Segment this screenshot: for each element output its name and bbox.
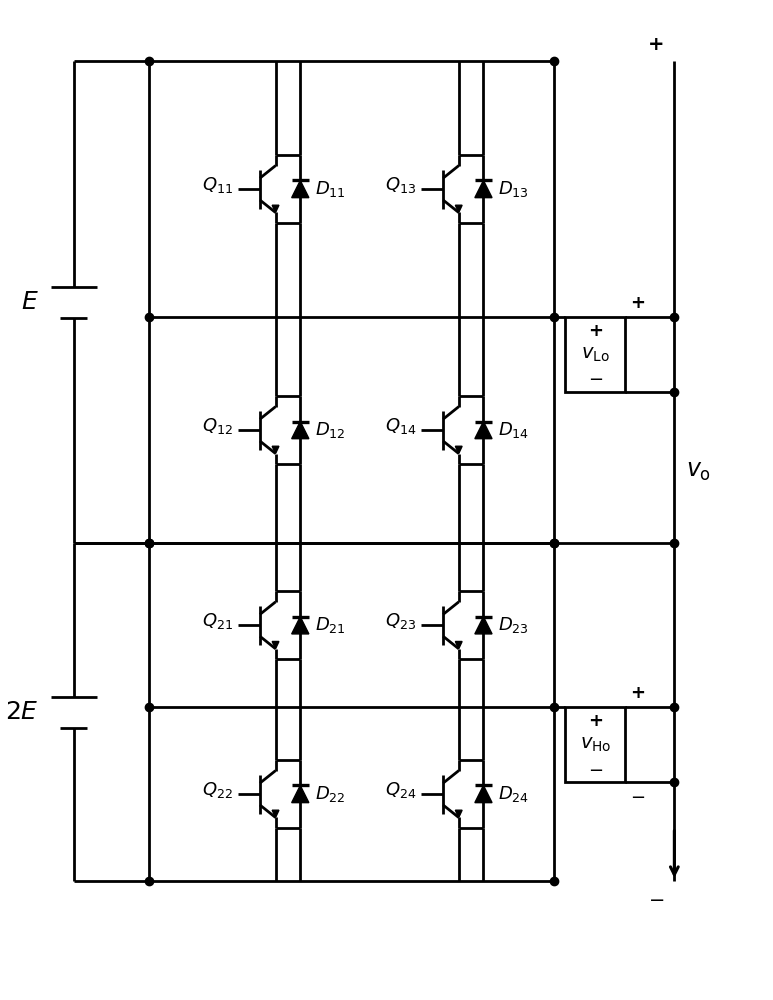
Bar (565, 707, 625, 782)
Polygon shape (291, 617, 309, 634)
Polygon shape (455, 205, 462, 212)
Text: $v_{\mathrm{Lo}}$: $v_{\mathrm{Lo}}$ (581, 345, 610, 364)
Text: +: + (649, 35, 665, 54)
Polygon shape (475, 617, 492, 634)
Polygon shape (272, 446, 279, 454)
Text: $-$: $-$ (587, 760, 603, 778)
Text: $D_{21}$: $D_{21}$ (315, 615, 346, 635)
Polygon shape (455, 641, 462, 649)
Polygon shape (291, 180, 309, 198)
Text: $D_{13}$: $D_{13}$ (498, 179, 529, 199)
Text: $D_{12}$: $D_{12}$ (315, 420, 346, 440)
Text: +: + (587, 712, 603, 730)
Polygon shape (475, 180, 492, 198)
Text: $D_{22}$: $D_{22}$ (315, 784, 346, 804)
Polygon shape (291, 785, 309, 803)
Polygon shape (455, 810, 462, 817)
Text: $Q_{23}$: $Q_{23}$ (385, 611, 416, 631)
Polygon shape (455, 446, 462, 454)
Polygon shape (475, 422, 492, 439)
Text: $Q_{13}$: $Q_{13}$ (385, 175, 416, 195)
Text: $v_{\mathrm{Ho}}$: $v_{\mathrm{Ho}}$ (580, 736, 611, 754)
Polygon shape (272, 205, 279, 212)
Text: $2E$: $2E$ (5, 700, 39, 724)
Polygon shape (272, 641, 279, 649)
Polygon shape (291, 422, 309, 439)
Text: $Q_{12}$: $Q_{12}$ (202, 416, 233, 436)
Text: $E$: $E$ (21, 290, 39, 314)
Text: $-$: $-$ (587, 369, 603, 387)
Text: +: + (630, 294, 645, 312)
Text: $-$: $-$ (649, 889, 665, 908)
Text: $D_{11}$: $D_{11}$ (315, 179, 346, 199)
Text: +: + (630, 684, 645, 702)
Bar (565, 317, 625, 392)
Polygon shape (475, 785, 492, 803)
Polygon shape (272, 810, 279, 817)
Text: $D_{14}$: $D_{14}$ (498, 420, 529, 440)
Text: $Q_{22}$: $Q_{22}$ (202, 780, 233, 800)
Text: $-$: $-$ (630, 787, 645, 805)
Text: $Q_{21}$: $Q_{21}$ (202, 611, 233, 631)
Text: $v_{\mathrm{o}}$: $v_{\mathrm{o}}$ (686, 460, 711, 483)
Text: $Q_{11}$: $Q_{11}$ (202, 175, 233, 195)
Text: $Q_{14}$: $Q_{14}$ (385, 416, 416, 436)
Text: $D_{24}$: $D_{24}$ (498, 784, 529, 804)
Text: $D_{23}$: $D_{23}$ (498, 615, 529, 635)
Text: +: + (587, 322, 603, 340)
Text: $Q_{24}$: $Q_{24}$ (385, 780, 416, 800)
